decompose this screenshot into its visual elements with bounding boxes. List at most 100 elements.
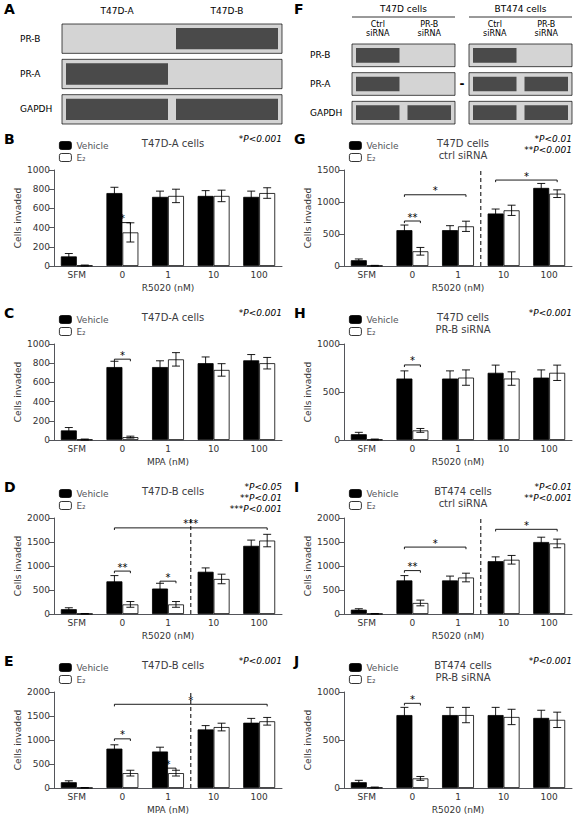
svg-text:1000: 1000 [27,165,50,175]
svg-text:SFM: SFM [67,618,86,628]
svg-text:T47D cells: T47D cells [379,4,427,14]
svg-text:Vehicle: Vehicle [366,489,399,499]
svg-text:0: 0 [334,609,340,619]
svg-text:1: 1 [455,792,461,802]
svg-text:Ctrl: Ctrl [488,20,502,29]
svg-text:G: G [294,131,306,147]
svg-text:PR-B: PR-B [420,20,438,29]
svg-text:1500: 1500 [317,537,340,547]
svg-text:0: 0 [410,792,416,802]
svg-text:E₂: E₂ [76,327,86,337]
svg-text:***: *** [183,518,198,529]
svg-text:Vehicle: Vehicle [366,315,399,325]
svg-text:F: F [294,1,304,17]
svg-text:R5020 (nM): R5020 (nM) [432,283,485,293]
svg-text:10: 10 [498,270,510,280]
svg-text:*: * [524,171,529,182]
svg-text:1: 1 [165,618,171,628]
svg-text:T47D-A cells: T47D-A cells [141,138,204,149]
svg-text:1: 1 [165,270,171,280]
svg-text:10: 10 [498,618,510,628]
svg-text:**: ** [407,561,417,572]
svg-text:A: A [4,1,15,17]
svg-text:SFM: SFM [67,792,86,802]
svg-text:R5020 (nM): R5020 (nM) [142,631,195,641]
svg-text:0: 0 [334,435,340,445]
svg-text:Vehicle: Vehicle [76,315,109,325]
svg-text:1000: 1000 [317,561,340,571]
svg-text:R5020 (nM): R5020 (nM) [432,457,485,467]
svg-text:ctrl siRNA: ctrl siRNA [439,498,488,509]
svg-text:1000: 1000 [27,561,50,571]
svg-text:T47D cells: T47D cells [436,138,489,149]
svg-text:1500: 1500 [317,165,340,175]
svg-text:E₂: E₂ [366,501,376,511]
svg-text:SFM: SFM [357,618,376,628]
svg-text:*: * [166,572,171,583]
svg-text:R5020 (nM): R5020 (nM) [142,283,195,293]
svg-text:*P<0.001: *P<0.001 [529,308,572,318]
svg-text:1500: 1500 [27,711,50,721]
svg-text:E₂: E₂ [366,327,376,337]
svg-text:0: 0 [44,609,50,619]
svg-text:1: 1 [455,618,461,628]
svg-text:Cells invaded: Cells invaded [13,536,23,596]
svg-text:500: 500 [33,759,50,769]
svg-text:*P<0.05: *P<0.05 [244,482,282,492]
svg-text:*: * [120,729,125,740]
svg-text:***P<0.001: ***P<0.001 [230,504,282,514]
svg-text:SFM: SFM [357,792,376,802]
svg-text:100: 100 [541,792,558,802]
svg-text:D: D [4,479,16,495]
svg-text:**P<0.01: **P<0.01 [240,493,282,503]
svg-text:Cells invaded: Cells invaded [13,710,23,770]
svg-text:BT474 cells: BT474 cells [495,4,547,14]
svg-text:SFM: SFM [357,444,376,454]
svg-text:10: 10 [498,792,510,802]
svg-text:MPA (nM): MPA (nM) [147,805,189,815]
svg-text:2000: 2000 [317,513,340,523]
svg-text:PR-B: PR-B [20,34,40,44]
svg-text:500: 500 [33,585,50,595]
svg-text:**P<0.001: **P<0.001 [524,493,572,503]
svg-text:*P<0.01: *P<0.01 [534,134,572,144]
svg-text:0: 0 [120,444,126,454]
svg-text:Vehicle: Vehicle [76,663,109,673]
svg-text:100: 100 [541,270,558,280]
svg-text:ctrl siRNA: ctrl siRNA [439,150,488,161]
svg-text:PR-B: PR-B [537,20,555,29]
svg-text:*P<0.001: *P<0.001 [239,656,282,666]
svg-text:*: * [410,355,415,366]
svg-text:T47D-A cells: T47D-A cells [141,312,204,323]
svg-text:T47D cells: T47D cells [436,312,489,323]
svg-text:MPA (nM): MPA (nM) [147,457,189,467]
svg-text:PR-B siRNA: PR-B siRNA [435,672,490,683]
svg-text:0: 0 [120,618,126,628]
svg-text:SFM: SFM [67,270,86,280]
svg-text:400: 400 [33,223,50,233]
svg-text:siRNA: siRNA [366,29,390,38]
svg-text:600: 600 [33,377,50,387]
svg-text:Cells invaded: Cells invaded [303,362,313,422]
svg-text:PR-B: PR-B [310,50,330,60]
svg-text:H: H [294,305,306,321]
svg-text:0: 0 [120,270,126,280]
svg-text:*: * [433,185,438,196]
svg-text:1000: 1000 [317,687,340,697]
svg-text:10: 10 [208,444,220,454]
svg-text:1000: 1000 [27,735,50,745]
svg-text:0: 0 [410,444,416,454]
svg-text:Vehicle: Vehicle [76,141,109,151]
svg-text:Cells invaded: Cells invaded [13,362,23,422]
svg-text:100: 100 [251,444,268,454]
svg-text:0: 0 [334,783,340,793]
svg-text:-: - [460,77,465,91]
svg-text:2000: 2000 [27,513,50,523]
svg-text:10: 10 [208,270,220,280]
svg-text:BT474 cells: BT474 cells [434,660,492,671]
svg-text:Cells invaded: Cells invaded [13,188,23,248]
svg-text:*: * [433,538,438,549]
svg-text:0: 0 [44,435,50,445]
svg-text:PR-B siRNA: PR-B siRNA [435,324,490,335]
svg-text:500: 500 [323,585,340,595]
